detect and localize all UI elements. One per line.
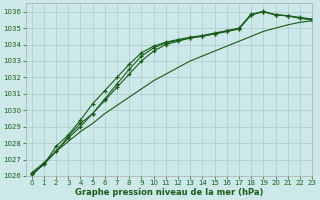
X-axis label: Graphe pression niveau de la mer (hPa): Graphe pression niveau de la mer (hPa) xyxy=(75,188,263,197)
